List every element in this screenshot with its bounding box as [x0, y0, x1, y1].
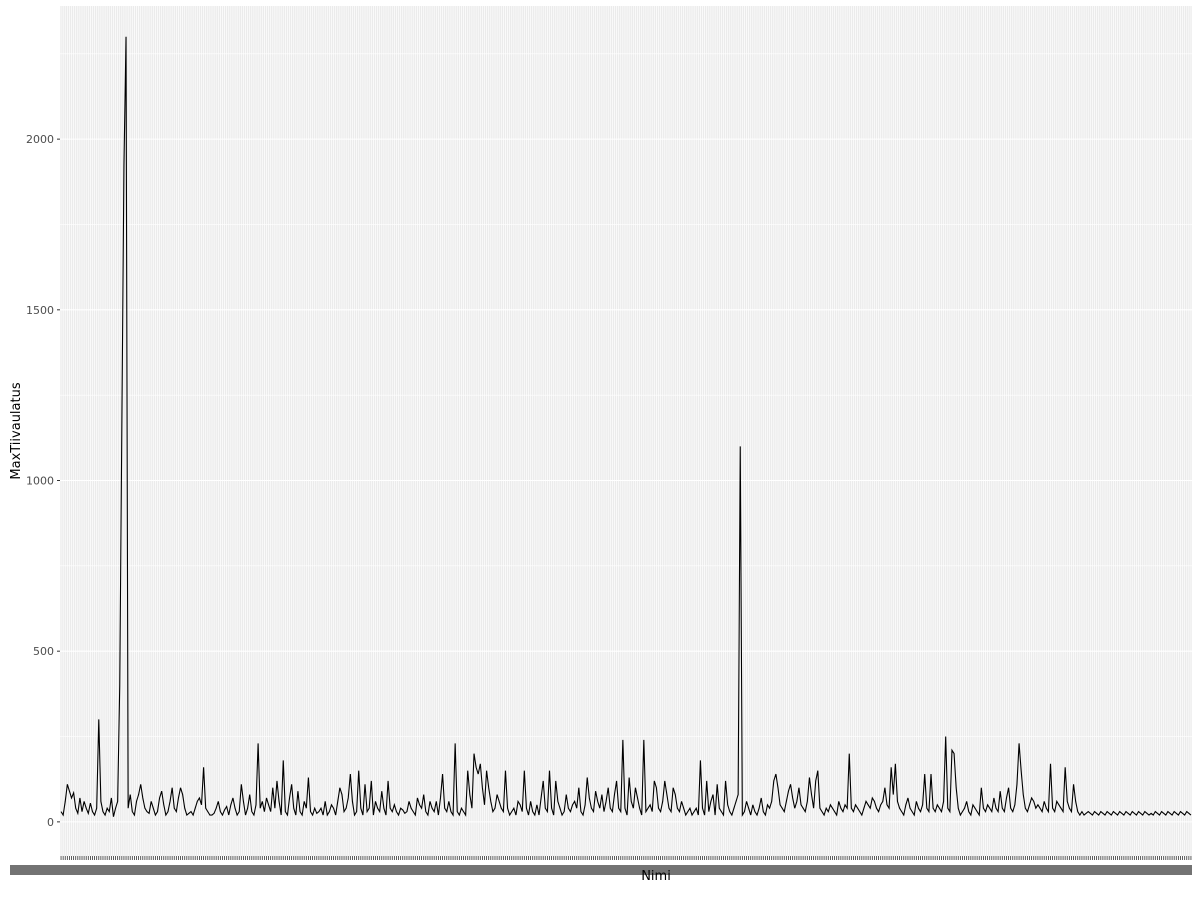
x-axis-label: Nimi	[641, 869, 671, 884]
series-line	[60, 36, 1192, 817]
vertical-grid	[60, 6, 1192, 856]
y-tick-label: 1000	[26, 474, 54, 487]
x-axis	[10, 856, 1192, 875]
x-tick-labels-overlapped	[10, 865, 1192, 875]
y-tick-label: 0	[47, 816, 54, 829]
horizontal-grid	[60, 53, 1192, 823]
plot-panel	[60, 6, 1192, 856]
y-tick-label: 1500	[26, 304, 54, 317]
y-tick-label: 2000	[26, 133, 54, 146]
y-axis: 0 500 1000 1500 2000	[26, 133, 60, 829]
y-tick-label: 500	[33, 645, 54, 658]
y-axis-label: MaxTiivaulatus	[9, 382, 24, 479]
